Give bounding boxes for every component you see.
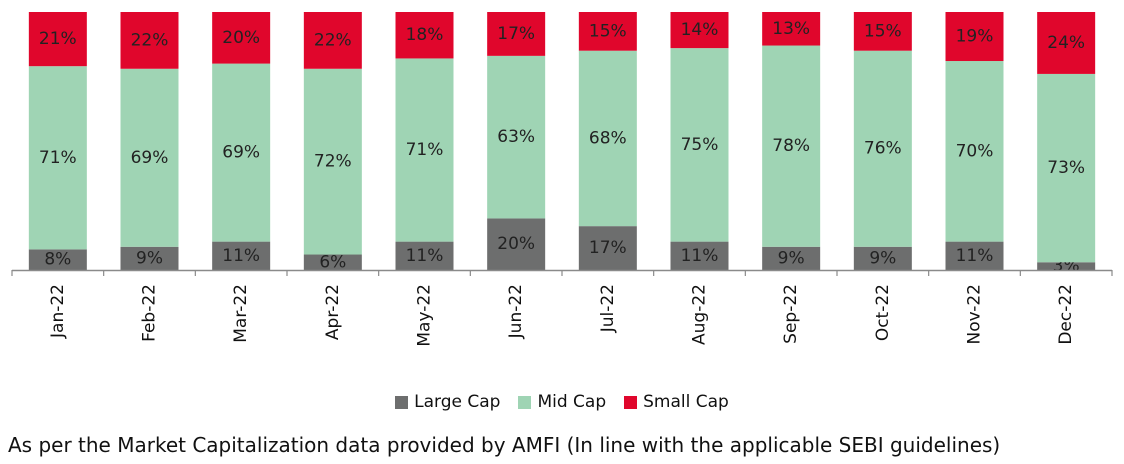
data-label-large-cap: 9% bbox=[869, 248, 896, 268]
x-tick-label: Nov-22 bbox=[965, 284, 985, 345]
bar-segment-large-cap bbox=[853, 246, 912, 270]
data-label-small-cap: 15% bbox=[589, 21, 627, 41]
legend-swatch-small-cap bbox=[624, 395, 638, 409]
bar-segment-mid-cap bbox=[762, 45, 821, 247]
bar-segment-large-cap bbox=[762, 246, 821, 270]
x-tick-label: Jan-22 bbox=[48, 284, 68, 339]
x-tick-label: Oct-22 bbox=[873, 284, 893, 341]
bar-segment-small-cap bbox=[303, 12, 362, 69]
bar-segment-small-cap bbox=[395, 12, 454, 59]
data-label-large-cap: 6% bbox=[319, 252, 346, 272]
x-tick-label: May-22 bbox=[415, 284, 435, 347]
data-label-large-cap: 9% bbox=[778, 248, 805, 268]
data-label-mid-cap: 69% bbox=[222, 143, 260, 163]
data-label-mid-cap: 73% bbox=[1047, 158, 1085, 178]
data-label-mid-cap: 69% bbox=[131, 148, 169, 168]
bar-segment-mid-cap bbox=[28, 66, 87, 250]
data-label-mid-cap: 72% bbox=[314, 152, 352, 172]
data-label-large-cap: 8% bbox=[44, 250, 71, 270]
bar-segment-large-cap bbox=[1037, 262, 1096, 270]
data-label-small-cap: 21% bbox=[39, 29, 77, 49]
bar-segment-small-cap bbox=[945, 12, 1004, 62]
bar-segment-large-cap bbox=[487, 218, 546, 270]
bar-segment-mid-cap bbox=[120, 68, 179, 247]
data-label-large-cap: 11% bbox=[681, 246, 719, 266]
bar-segment-mid-cap bbox=[1037, 73, 1096, 263]
data-label-mid-cap: 71% bbox=[406, 140, 444, 160]
bar-segment-small-cap bbox=[670, 12, 729, 49]
data-label-small-cap: 24% bbox=[1047, 33, 1085, 53]
legend-label-mid-cap: Mid Cap bbox=[537, 392, 607, 412]
data-label-large-cap: 11% bbox=[406, 246, 444, 266]
data-label-small-cap: 17% bbox=[497, 24, 535, 44]
bar-segment-mid-cap bbox=[945, 61, 1004, 242]
data-label-large-cap: 9% bbox=[136, 248, 163, 268]
bar-segment-small-cap bbox=[212, 12, 271, 64]
x-tick-label: Feb-22 bbox=[140, 284, 160, 342]
data-label-large-cap: 17% bbox=[589, 238, 627, 258]
legend-item-mid-cap: Mid Cap bbox=[518, 392, 606, 412]
x-tick-label: Mar-22 bbox=[231, 284, 251, 343]
bar-segment-small-cap bbox=[762, 12, 821, 46]
data-label-mid-cap: 75% bbox=[681, 135, 719, 155]
x-tick-label: Aug-22 bbox=[690, 284, 710, 345]
data-label-mid-cap: 71% bbox=[39, 148, 77, 168]
data-label-large-cap: 11% bbox=[956, 246, 994, 266]
data-label-mid-cap: 76% bbox=[864, 139, 902, 159]
data-label-small-cap: 18% bbox=[406, 25, 444, 45]
legend-label-large-cap: Large Cap bbox=[414, 392, 501, 412]
data-label-small-cap: 15% bbox=[864, 21, 902, 41]
data-label-large-cap: 20% bbox=[497, 234, 535, 254]
bar-segment-large-cap bbox=[578, 226, 637, 270]
data-label-small-cap: 22% bbox=[131, 30, 169, 50]
data-label-mid-cap: 70% bbox=[956, 141, 994, 161]
legend-swatch-large-cap bbox=[395, 395, 409, 409]
data-label-mid-cap: 63% bbox=[497, 127, 535, 147]
bar-segment-mid-cap bbox=[487, 55, 546, 219]
bar-segment-large-cap bbox=[120, 246, 179, 270]
x-tick-label: Dec-22 bbox=[1056, 284, 1076, 345]
bar-segment-large-cap bbox=[212, 241, 271, 270]
bar-segment-small-cap bbox=[28, 12, 87, 67]
legend-label-small-cap: Small Cap bbox=[643, 392, 729, 412]
bar-segment-mid-cap bbox=[578, 50, 637, 227]
bar-segment-small-cap bbox=[853, 12, 912, 51]
bar-segment-small-cap bbox=[487, 12, 546, 56]
data-label-small-cap: 19% bbox=[956, 27, 994, 47]
data-label-small-cap: 20% bbox=[222, 28, 260, 48]
x-tick-label: Jun-22 bbox=[506, 284, 526, 339]
data-label-small-cap: 14% bbox=[681, 20, 719, 40]
legend-item-small-cap: Small Cap bbox=[624, 392, 729, 412]
bar-segment-mid-cap bbox=[395, 58, 454, 242]
x-tick-label: Sep-22 bbox=[781, 284, 801, 344]
bar-segment-mid-cap bbox=[853, 50, 912, 247]
bar-segment-large-cap bbox=[28, 249, 87, 270]
data-label-small-cap: 22% bbox=[314, 30, 352, 50]
chart-footnote: As per the Market Capitalization data pr… bbox=[8, 433, 1001, 457]
bar-segment-mid-cap bbox=[212, 63, 271, 242]
bar-segment-large-cap bbox=[303, 254, 362, 270]
bar-segment-small-cap bbox=[578, 12, 637, 51]
bar-segment-mid-cap bbox=[670, 48, 729, 242]
data-label-small-cap: 13% bbox=[772, 19, 810, 39]
bar-segment-large-cap bbox=[945, 241, 1004, 270]
bar-segment-small-cap bbox=[120, 12, 179, 69]
bar-segment-large-cap bbox=[670, 241, 729, 270]
data-label-large-cap: 11% bbox=[222, 246, 260, 266]
legend-swatch-mid-cap bbox=[518, 395, 532, 409]
data-label-mid-cap: 78% bbox=[772, 136, 810, 156]
chart-legend: Large Cap Mid Cap Small Cap bbox=[0, 392, 1124, 412]
x-tick-label: Apr-22 bbox=[323, 284, 343, 340]
bar-segment-small-cap bbox=[1037, 12, 1096, 74]
data-label-mid-cap: 68% bbox=[589, 128, 627, 148]
stacked-bar-chart: 8% 71% 21% Jan-22 9% 69% 22% Feb-22 11% 69% 20% Mar… bbox=[11, 12, 1113, 347]
legend-item-large-cap: Large Cap bbox=[395, 392, 500, 412]
bar-segment-large-cap bbox=[395, 241, 454, 270]
x-tick-label: Jul-22 bbox=[598, 284, 618, 333]
bar-segment-mid-cap bbox=[303, 68, 362, 255]
